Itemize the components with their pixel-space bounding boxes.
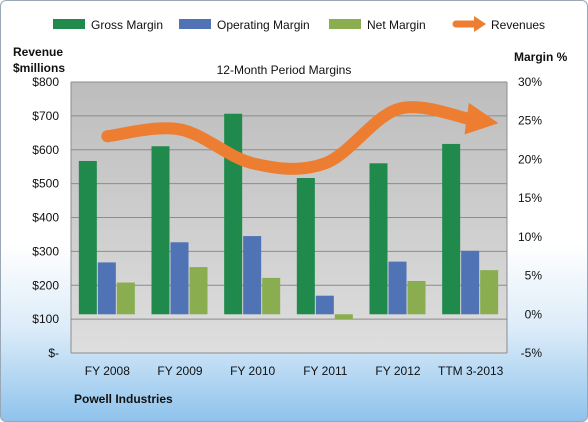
left-tick-label: $800: [32, 75, 59, 89]
bar-operating-margin: [461, 250, 480, 315]
right-tick-label: 5%: [525, 269, 543, 283]
bar-net-margin: [480, 270, 499, 315]
revenue-line: [101, 101, 477, 175]
left-tick-label: $100: [32, 312, 59, 326]
bar-gross-margin: [151, 146, 170, 315]
right-tick-label: 10%: [518, 230, 542, 244]
legend: Gross Margin Operating Margin Net Margin Re…: [53, 16, 545, 32]
right-axis: 30% 25% 20% 15% 10% 5% 0% -5%: [518, 75, 542, 360]
bar-operating-margin: [170, 242, 189, 315]
left-tick-label: $-: [48, 346, 59, 360]
bar-net-margin: [407, 280, 426, 315]
bar-operating-margin: [315, 295, 334, 315]
bars-group: [78, 113, 499, 319]
right-tick-label: 25%: [518, 114, 542, 128]
category-label: FY 2010: [230, 364, 275, 378]
revenue-arrow-group: [101, 101, 499, 175]
left-tick-label: $700: [32, 109, 59, 123]
left-axis-title-line2: $millions: [13, 61, 65, 75]
bar-gross-margin: [224, 113, 243, 315]
legend-label: Revenues: [491, 18, 545, 32]
left-axis-title-line1: Revenue: [13, 45, 63, 59]
left-tick-label: $600: [32, 143, 59, 157]
bar-gross-margin: [78, 160, 97, 315]
legend-swatch: [53, 19, 85, 29]
bar-net-margin: [334, 314, 353, 319]
category-label: TTM 3-2013: [438, 364, 504, 378]
bar-gross-margin: [296, 178, 315, 315]
legend-label: Gross Margin: [91, 18, 163, 32]
legend-swatch: [329, 19, 361, 29]
right-tick-label: 30%: [518, 75, 542, 89]
chart-title: 12-Month Period Margins: [217, 63, 352, 77]
left-tick-label: $200: [32, 278, 59, 292]
category-label: FY 2008: [85, 364, 130, 378]
bar-operating-margin: [97, 262, 116, 315]
right-tick-label: 20%: [518, 152, 542, 166]
bar-operating-margin: [388, 261, 407, 315]
category-label: FY 2009: [157, 364, 202, 378]
bar-net-margin: [116, 282, 135, 315]
legend-label: Operating Margin: [217, 18, 310, 32]
right-axis-title: Margin %: [514, 50, 568, 64]
legend-label: Net Margin: [367, 18, 426, 32]
bar-net-margin: [262, 277, 281, 315]
company-name: Powell Industries: [74, 392, 173, 406]
bar-operating-margin: [243, 236, 262, 315]
legend-revenue-arrowhead: [474, 16, 486, 32]
bar-gross-margin: [369, 163, 388, 315]
right-tick-label: 15%: [518, 191, 542, 205]
category-label: FY 2012: [375, 364, 420, 378]
left-tick-label: $400: [32, 211, 59, 225]
category-axis: FY 2008 FY 2009 FY 2010 FY 2011 FY 2012 TTM 3…: [85, 364, 504, 378]
gridlines: [70, 81, 508, 354]
right-tick-label: -5%: [521, 346, 543, 360]
left-axis: $800 $700 $600 $500 $400 $300 $200 $100 $-: [32, 75, 59, 360]
bar-net-margin: [189, 267, 208, 315]
right-tick-label: 0%: [525, 307, 543, 321]
left-tick-label: $300: [32, 244, 59, 258]
left-tick-label: $500: [32, 177, 59, 191]
category-label: FY 2011: [303, 364, 348, 378]
bar-gross-margin: [442, 143, 461, 315]
legend-swatch: [179, 19, 211, 29]
revenue-arrowhead: [464, 102, 499, 135]
